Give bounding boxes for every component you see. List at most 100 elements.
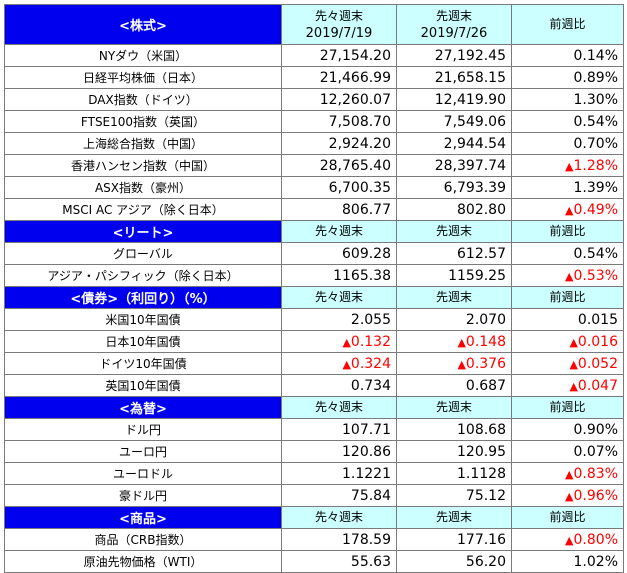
weekly-change-value: 0.70% bbox=[511, 132, 624, 155]
column-header-label: 先週末 bbox=[435, 290, 472, 304]
column-header-two-weeks-ago: 先々週末 bbox=[281, 506, 397, 529]
weekly-change-value: ▲0.83% bbox=[511, 462, 624, 485]
value-text: 7,549.06 bbox=[443, 113, 506, 130]
two-weeks-ago-value: 1.1221 bbox=[281, 462, 397, 485]
column-header-label: 先週末 bbox=[435, 510, 472, 524]
value-text: 28,765.40 bbox=[319, 157, 391, 174]
table-row: DAX指数（ドイツ） 12,260.07 12,419.90 1.30% bbox=[4, 88, 624, 111]
value-text: 0.89% bbox=[573, 69, 618, 86]
value-text: 56.20 bbox=[465, 553, 506, 570]
two-weeks-ago-value: 28,765.40 bbox=[281, 154, 397, 177]
market-summary-body: <株式> 先々週末 2019/7/19 先週末 2019/7/26 前週比 NYダウ（米国）… bbox=[4, 4, 624, 573]
negative-triangle-icon: ▲ bbox=[457, 357, 466, 371]
two-weeks-ago-value: ▲0.324 bbox=[281, 352, 397, 375]
weekly-change-value: 0.07% bbox=[511, 440, 624, 463]
table-row: 原油先物価格（WTI） 55.63 56.20 1.02% bbox=[4, 550, 624, 573]
weekly-change-value: 0.54% bbox=[511, 110, 624, 133]
value-text: 0.49% bbox=[573, 201, 618, 218]
instrument-name: NYダウ（米国） bbox=[4, 44, 282, 67]
negative-triangle-icon: ▲ bbox=[565, 269, 574, 283]
column-header-weekly-change: 前週比 bbox=[511, 220, 624, 243]
instrument-name: 日経平均株価（日本） bbox=[4, 66, 282, 89]
column-header-last-week: 先週末 2019/7/26 bbox=[396, 4, 512, 45]
value-text: 107.71 bbox=[342, 421, 391, 438]
column-header-label: 前週比 bbox=[549, 400, 586, 414]
weekly-change-value: 1.39% bbox=[511, 176, 624, 199]
two-weeks-ago-value: 0.734 bbox=[281, 374, 397, 397]
negative-triangle-icon: ▲ bbox=[457, 335, 466, 349]
column-header-label: 前週比 bbox=[549, 510, 586, 524]
instrument-name: ASX指数（豪州） bbox=[4, 176, 282, 199]
value-text: 612.57 bbox=[457, 245, 506, 262]
two-weeks-ago-value: 6,700.35 bbox=[281, 176, 397, 199]
last-week-value: 21,658.15 bbox=[396, 66, 512, 89]
instrument-name: 豪ドル円 bbox=[4, 484, 282, 507]
section-title: <商品> bbox=[4, 506, 282, 529]
value-text: 0.80% bbox=[573, 531, 618, 548]
two-weeks-ago-value: 75.84 bbox=[281, 484, 397, 507]
column-header-last-week: 先週末 bbox=[396, 396, 512, 419]
table-row: 商品（CRB指数） 178.59 177.16 ▲0.80% bbox=[4, 528, 624, 551]
two-weeks-ago-value: 7,508.70 bbox=[281, 110, 397, 133]
column-header-date: 2019/7/26 bbox=[420, 25, 488, 41]
last-week-value: 2.070 bbox=[396, 308, 512, 331]
two-weeks-ago-value: 806.77 bbox=[281, 198, 397, 221]
value-text: 1.39% bbox=[573, 179, 618, 196]
value-text: 6,793.39 bbox=[443, 179, 506, 196]
negative-triangle-icon: ▲ bbox=[565, 159, 574, 173]
value-text: 27,154.20 bbox=[319, 47, 391, 64]
last-week-value: 7,549.06 bbox=[396, 110, 512, 133]
value-text: 0.07% bbox=[573, 443, 618, 460]
value-text: 7,508.70 bbox=[328, 113, 391, 130]
value-text: 12,260.07 bbox=[319, 91, 391, 108]
section-title: <リート> bbox=[4, 220, 282, 243]
instrument-name: ドイツ10年国債 bbox=[4, 352, 282, 375]
instrument-name: 上海総合指数（中国） bbox=[4, 132, 282, 155]
value-text: 0.016 bbox=[577, 333, 618, 350]
value-text: 0.96% bbox=[573, 487, 618, 504]
value-text: 0.687 bbox=[465, 377, 506, 394]
instrument-name: 香港ハンセン指数（中国） bbox=[4, 154, 282, 177]
value-text: 2,924.20 bbox=[328, 135, 391, 152]
column-header-last-week: 先週末 bbox=[396, 220, 512, 243]
section-header-row: <株式> 先々週末 2019/7/19 先週末 2019/7/26 前週比 bbox=[4, 4, 624, 45]
column-header-last-week: 先週末 bbox=[396, 506, 512, 529]
value-text: 75.12 bbox=[465, 487, 506, 504]
two-weeks-ago-value: 609.28 bbox=[281, 242, 397, 265]
value-text: 2.055 bbox=[350, 311, 391, 328]
weekly-change-value: 1.02% bbox=[511, 550, 624, 573]
weekly-change-value: ▲0.052 bbox=[511, 352, 624, 375]
value-text: 2,944.54 bbox=[443, 135, 506, 152]
last-week-value: 120.95 bbox=[396, 440, 512, 463]
last-week-value: 612.57 bbox=[396, 242, 512, 265]
section-title: <為替> bbox=[4, 396, 282, 419]
negative-triangle-icon: ▲ bbox=[569, 379, 578, 393]
value-text: 0.54% bbox=[573, 113, 618, 130]
value-text: 0.047 bbox=[577, 377, 618, 394]
column-header-label: 先々週末 bbox=[314, 8, 363, 23]
value-text: 0.83% bbox=[573, 465, 618, 482]
weekly-change-value: 0.14% bbox=[511, 44, 624, 67]
instrument-name: 日本10年国債 bbox=[4, 330, 282, 353]
column-header-weekly-change: 前週比 bbox=[511, 4, 624, 45]
value-text: 55.63 bbox=[350, 553, 391, 570]
last-week-value: 177.16 bbox=[396, 528, 512, 551]
section-header-row: <債券>（利回り）（%） 先々週末 先週末 前週比 bbox=[4, 286, 624, 309]
value-text: 6,700.35 bbox=[328, 179, 391, 196]
column-header-label: 先週末 bbox=[435, 8, 472, 23]
column-header-date: 2019/7/19 bbox=[305, 25, 373, 41]
value-text: 28,397.74 bbox=[434, 157, 506, 174]
value-text: 0.015 bbox=[577, 311, 618, 328]
instrument-name: 英国10年国債 bbox=[4, 374, 282, 397]
last-week-value: ▲0.376 bbox=[396, 352, 512, 375]
instrument-name: ユーロドル bbox=[4, 462, 282, 485]
two-weeks-ago-value: 21,466.99 bbox=[281, 66, 397, 89]
weekly-change-value: 0.90% bbox=[511, 418, 624, 441]
value-text: 802.80 bbox=[457, 201, 506, 218]
value-text: 120.95 bbox=[457, 443, 506, 460]
table-row: 香港ハンセン指数（中国） 28,765.40 28,397.74 ▲1.28% bbox=[4, 154, 624, 177]
weekly-change-value: ▲0.53% bbox=[511, 264, 624, 287]
column-header-label: 先々週末 bbox=[314, 224, 363, 238]
weekly-change-value: ▲0.016 bbox=[511, 330, 624, 353]
value-text: 0.70% bbox=[573, 135, 618, 152]
